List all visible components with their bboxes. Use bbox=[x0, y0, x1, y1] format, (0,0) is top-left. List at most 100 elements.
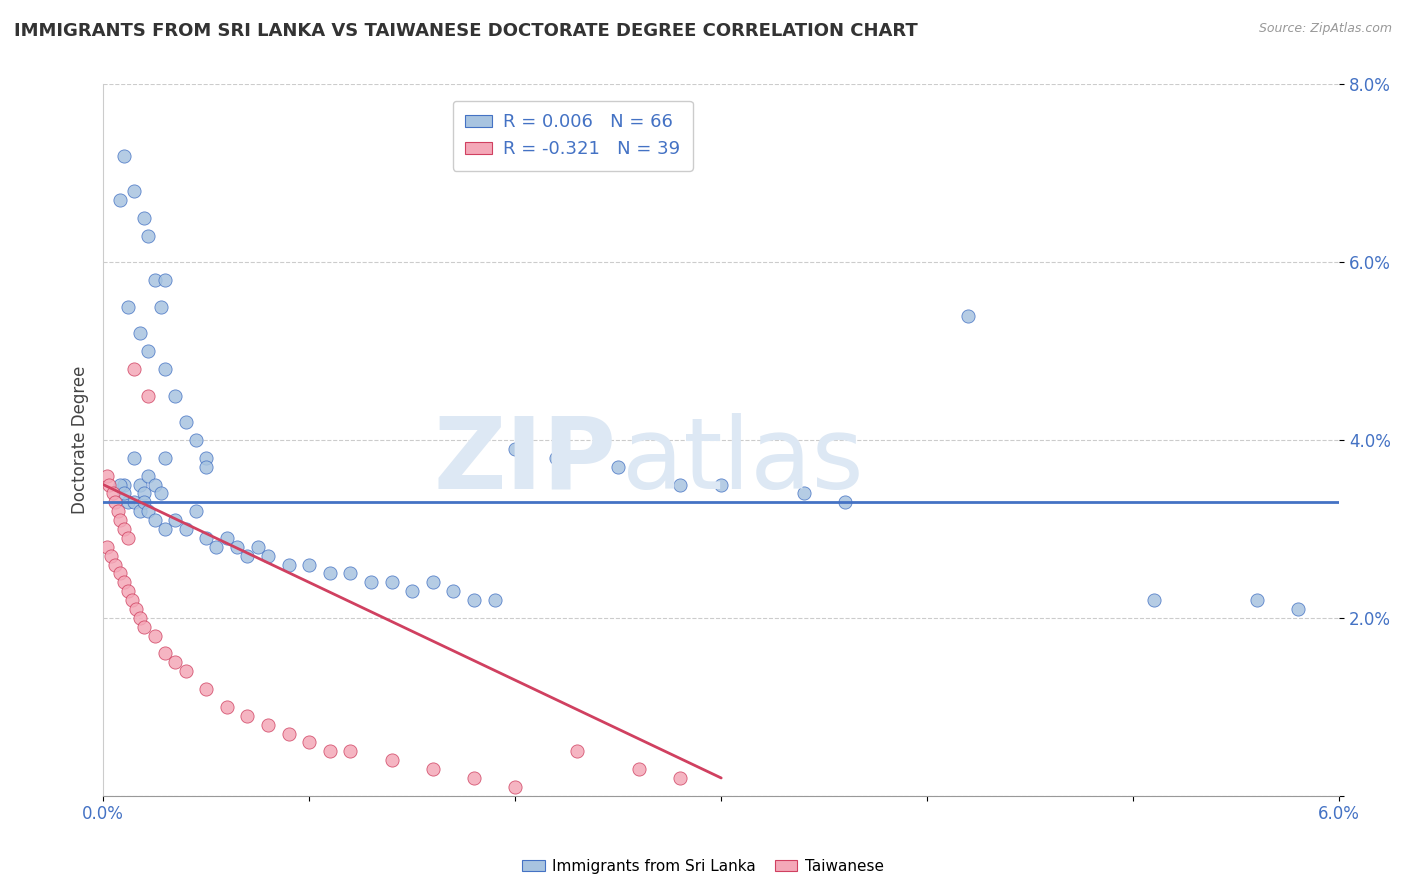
Point bbox=[143, 629, 166, 643]
Point bbox=[422, 575, 444, 590]
Point bbox=[143, 477, 166, 491]
Point bbox=[112, 148, 135, 162]
Point bbox=[441, 584, 464, 599]
Point bbox=[100, 549, 122, 563]
Point bbox=[153, 362, 176, 376]
Point bbox=[122, 184, 145, 198]
Point bbox=[257, 717, 280, 731]
Point bbox=[153, 273, 176, 287]
Point bbox=[463, 593, 485, 607]
Point bbox=[174, 665, 197, 679]
Point bbox=[108, 566, 131, 581]
Text: atlas: atlas bbox=[623, 413, 863, 510]
Point bbox=[298, 558, 321, 572]
Point bbox=[134, 620, 156, 634]
Point bbox=[112, 477, 135, 491]
Point bbox=[153, 647, 176, 661]
Point bbox=[138, 504, 160, 518]
Point bbox=[108, 193, 131, 207]
Legend: Immigrants from Sri Lanka, Taiwanese: Immigrants from Sri Lanka, Taiwanese bbox=[516, 853, 890, 880]
Point bbox=[112, 522, 135, 536]
Point bbox=[277, 726, 299, 740]
Point bbox=[98, 477, 121, 491]
Point bbox=[153, 450, 176, 465]
Point bbox=[112, 575, 135, 590]
Point bbox=[319, 566, 342, 581]
Point bbox=[669, 771, 692, 785]
Point bbox=[195, 450, 218, 465]
Point bbox=[143, 273, 166, 287]
Point bbox=[401, 584, 423, 599]
Point bbox=[165, 389, 187, 403]
Point bbox=[108, 477, 131, 491]
Point bbox=[122, 362, 145, 376]
Point bbox=[108, 513, 131, 527]
Point bbox=[174, 415, 197, 429]
Point bbox=[129, 326, 152, 341]
Point bbox=[165, 513, 187, 527]
Point bbox=[503, 780, 526, 794]
Point bbox=[138, 228, 160, 243]
Point bbox=[669, 477, 692, 491]
Point bbox=[503, 442, 526, 456]
Text: ZIP: ZIP bbox=[433, 413, 616, 510]
Point bbox=[117, 495, 139, 509]
Point bbox=[174, 522, 197, 536]
Point bbox=[134, 211, 156, 225]
Point bbox=[257, 549, 280, 563]
Point bbox=[319, 744, 342, 758]
Point bbox=[339, 566, 361, 581]
Point bbox=[134, 486, 156, 500]
Point bbox=[104, 495, 127, 509]
Point bbox=[122, 450, 145, 465]
Point bbox=[195, 459, 218, 474]
Point bbox=[134, 495, 156, 509]
Point bbox=[226, 540, 249, 554]
Legend: R = 0.006   N = 66, R = -0.321   N = 39: R = 0.006 N = 66, R = -0.321 N = 39 bbox=[453, 101, 693, 171]
Point bbox=[1286, 602, 1309, 616]
Point bbox=[246, 540, 269, 554]
Point bbox=[117, 531, 139, 545]
Text: Source: ZipAtlas.com: Source: ZipAtlas.com bbox=[1258, 22, 1392, 36]
Point bbox=[138, 468, 160, 483]
Point bbox=[380, 575, 402, 590]
Point bbox=[138, 344, 160, 359]
Point bbox=[129, 477, 152, 491]
Point bbox=[463, 771, 485, 785]
Point bbox=[104, 558, 127, 572]
Point bbox=[277, 558, 299, 572]
Point bbox=[484, 593, 506, 607]
Point bbox=[205, 540, 228, 554]
Point bbox=[215, 531, 238, 545]
Point bbox=[195, 681, 218, 696]
Point bbox=[112, 486, 135, 500]
Point bbox=[627, 762, 650, 776]
Point bbox=[121, 593, 143, 607]
Point bbox=[236, 549, 259, 563]
Point bbox=[236, 708, 259, 723]
Point bbox=[834, 495, 856, 509]
Point bbox=[1246, 593, 1268, 607]
Point bbox=[710, 477, 733, 491]
Point bbox=[298, 735, 321, 749]
Point bbox=[184, 504, 207, 518]
Point bbox=[149, 486, 172, 500]
Point bbox=[380, 753, 402, 767]
Point bbox=[546, 450, 568, 465]
Y-axis label: Doctorate Degree: Doctorate Degree bbox=[72, 366, 89, 515]
Point bbox=[129, 611, 152, 625]
Point bbox=[360, 575, 382, 590]
Point bbox=[149, 300, 172, 314]
Point bbox=[153, 522, 176, 536]
Point bbox=[143, 513, 166, 527]
Point bbox=[1143, 593, 1166, 607]
Point bbox=[96, 540, 118, 554]
Point bbox=[129, 504, 152, 518]
Point bbox=[96, 468, 118, 483]
Point bbox=[117, 584, 139, 599]
Point bbox=[215, 699, 238, 714]
Point bbox=[122, 495, 145, 509]
Point bbox=[607, 459, 630, 474]
Text: IMMIGRANTS FROM SRI LANKA VS TAIWANESE DOCTORATE DEGREE CORRELATION CHART: IMMIGRANTS FROM SRI LANKA VS TAIWANESE D… bbox=[14, 22, 918, 40]
Point bbox=[165, 656, 187, 670]
